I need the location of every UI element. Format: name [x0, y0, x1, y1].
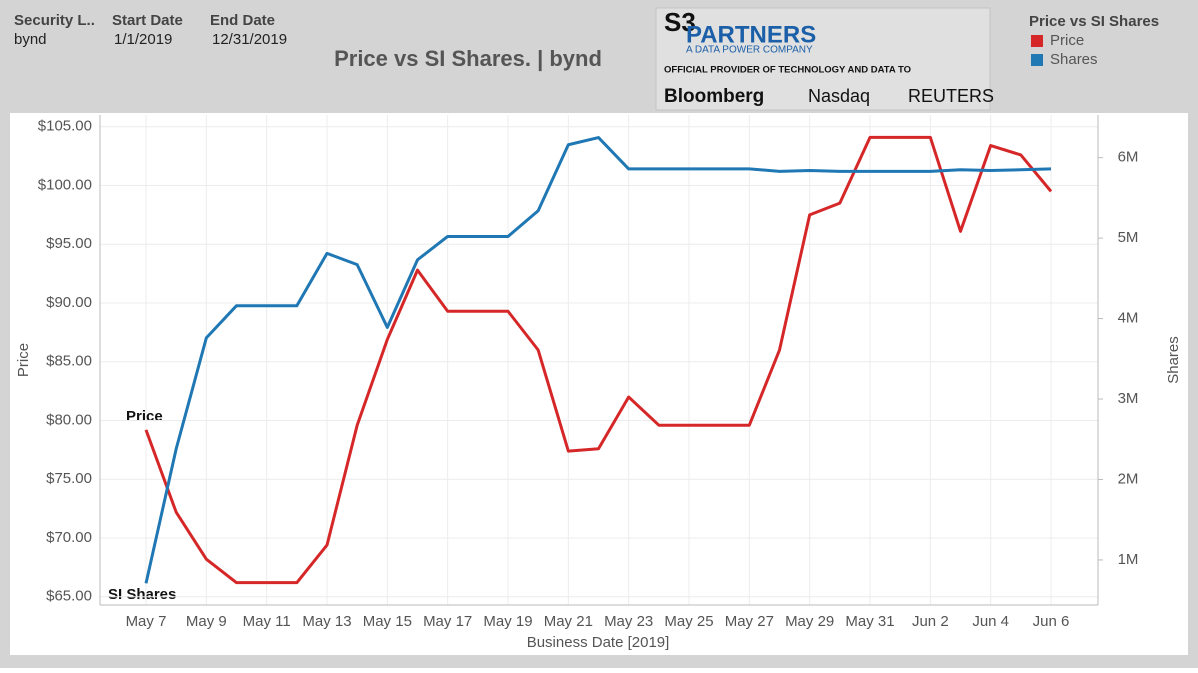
- x-tick-label: May 27: [725, 613, 774, 630]
- x-tick-label: Jun 4: [972, 613, 1009, 630]
- annotation: SI Shares: [108, 586, 176, 603]
- brand: REUTERS: [908, 86, 994, 106]
- x-tick-label: May 13: [302, 613, 351, 630]
- x-tick-label: May 31: [845, 613, 894, 630]
- y2-axis-title: Shares: [1165, 336, 1182, 384]
- x-tick-label: May 23: [604, 613, 653, 630]
- filter-label: End Date: [210, 12, 275, 29]
- x-tick-label: Jun 6: [1033, 613, 1070, 630]
- logo-provider: OFFICIAL PROVIDER OF TECHNOLOGY AND DATA…: [664, 65, 911, 76]
- legend-label: Shares: [1050, 51, 1098, 68]
- annotation: Price: [126, 408, 163, 425]
- y2-tick-label: 2M: [1118, 470, 1139, 487]
- y2-tick-label: 1M: [1118, 551, 1139, 568]
- y-tick-label: $80.00: [46, 411, 92, 428]
- y2-tick-label: 6M: [1118, 149, 1139, 166]
- filter-label: Security L..: [14, 12, 95, 29]
- y-tick-label: $65.00: [46, 588, 92, 605]
- y-tick-label: $95.00: [46, 235, 92, 252]
- logo-tagline: A DATA POWER COMPANY: [686, 45, 813, 56]
- x-axis-title: Business Date [2019]: [527, 634, 670, 651]
- y-tick-label: $100.00: [38, 176, 92, 193]
- y-tick-label: $75.00: [46, 470, 92, 487]
- legend-swatch: [1031, 35, 1043, 47]
- brand: Bloomberg: [664, 86, 764, 107]
- logo-name: PARTNERS: [686, 21, 816, 48]
- legend-title: Price vs SI Shares: [1029, 13, 1159, 30]
- y2-tick-label: 3M: [1118, 390, 1139, 407]
- x-tick-label: May 17: [423, 613, 472, 630]
- x-tick-label: May 15: [363, 613, 412, 630]
- chart-panel: [10, 113, 1188, 655]
- x-tick-label: May 21: [544, 613, 593, 630]
- filter-value: 1/1/2019: [114, 31, 172, 48]
- x-tick-label: May 7: [126, 613, 167, 630]
- logo-box: [655, 7, 991, 111]
- y-tick-label: $85.00: [46, 353, 92, 370]
- x-tick-label: May 9: [186, 613, 227, 630]
- filter-value: 12/31/2019: [212, 31, 287, 48]
- y-tick-label: $90.00: [46, 294, 92, 311]
- x-tick-label: May 11: [243, 613, 291, 630]
- x-tick-label: Jun 2: [912, 613, 949, 630]
- legend-swatch: [1031, 54, 1043, 66]
- y-tick-label: $105.00: [38, 118, 92, 135]
- x-tick-label: May 29: [785, 613, 834, 630]
- y-axis-title: Price: [15, 343, 32, 377]
- x-tick-label: May 19: [483, 613, 532, 630]
- series-line: [144, 136, 1052, 584]
- y-tick-label: $70.00: [46, 529, 92, 546]
- logo-mark: S3: [664, 7, 696, 37]
- y2-tick-label: 4M: [1118, 310, 1139, 327]
- y2-tick-label: 5M: [1118, 229, 1139, 246]
- filter-label: Start Date: [112, 12, 183, 29]
- chart-title: Price vs SI Shares. | bynd: [334, 46, 602, 71]
- series-line: [144, 135, 1053, 585]
- brand: Nasdaq: [808, 86, 870, 106]
- x-tick-label: May 25: [664, 613, 713, 630]
- filter-value: bynd: [14, 31, 47, 48]
- legend-label: Price: [1050, 32, 1084, 49]
